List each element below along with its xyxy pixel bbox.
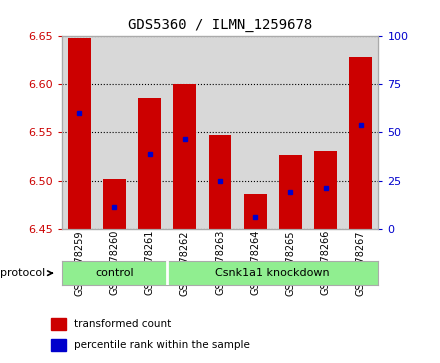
Bar — [209, 135, 231, 229]
Bar — [273, 36, 308, 229]
Bar — [202, 36, 238, 229]
Bar — [62, 36, 97, 229]
Text: Csnk1a1 knockdown: Csnk1a1 knockdown — [216, 268, 330, 278]
Bar — [173, 85, 196, 229]
Bar — [238, 36, 273, 229]
Text: protocol: protocol — [0, 268, 52, 278]
Bar — [97, 36, 132, 229]
Text: transformed count: transformed count — [74, 319, 171, 329]
Bar — [308, 36, 343, 229]
Bar — [279, 155, 302, 229]
Text: control: control — [95, 268, 134, 278]
Bar — [244, 194, 267, 229]
Bar — [68, 38, 91, 229]
Bar — [349, 57, 372, 229]
Bar — [51, 318, 66, 330]
Text: percentile rank within the sample: percentile rank within the sample — [74, 340, 250, 350]
Bar — [103, 179, 126, 229]
Bar — [51, 339, 66, 351]
Bar — [314, 151, 337, 229]
Title: GDS5360 / ILMN_1259678: GDS5360 / ILMN_1259678 — [128, 19, 312, 33]
Bar — [343, 36, 378, 229]
Bar — [167, 36, 202, 229]
Bar — [138, 98, 161, 229]
Bar — [132, 36, 167, 229]
